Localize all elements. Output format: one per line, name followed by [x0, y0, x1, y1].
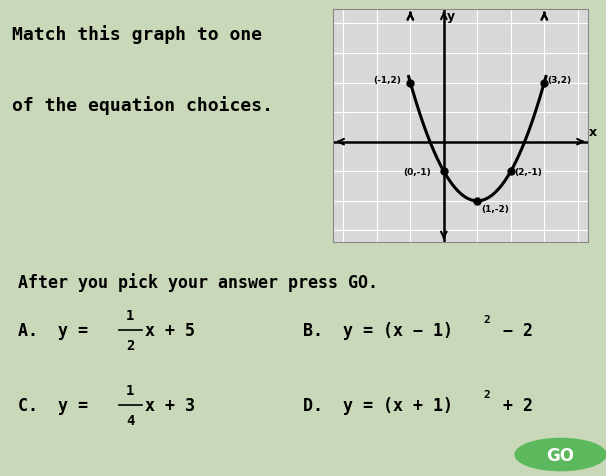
Text: x: x	[588, 126, 597, 139]
Text: After you pick your answer press GO.: After you pick your answer press GO.	[18, 272, 378, 291]
Text: − 2: − 2	[493, 321, 533, 339]
Text: x + 5: x + 5	[145, 321, 196, 339]
Text: x + 3: x + 3	[145, 397, 196, 414]
Text: 1: 1	[126, 383, 135, 397]
Text: A.  y =: A. y =	[18, 321, 98, 339]
Text: (1,-2): (1,-2)	[481, 204, 509, 213]
Text: y: y	[447, 10, 455, 23]
Text: 4: 4	[126, 413, 135, 427]
Text: 2: 2	[484, 315, 490, 325]
Text: 2: 2	[484, 390, 490, 399]
Text: 1: 1	[126, 308, 135, 322]
Text: GO: GO	[547, 446, 574, 464]
Text: + 2: + 2	[493, 397, 533, 414]
Text: B.  y = (x − 1): B. y = (x − 1)	[303, 321, 453, 339]
Text: (-1,2): (-1,2)	[373, 76, 401, 85]
Text: (0,-1): (0,-1)	[404, 168, 431, 177]
Text: D.  y = (x + 1): D. y = (x + 1)	[303, 397, 453, 414]
Text: (2,-1): (2,-1)	[514, 168, 542, 177]
Text: Match this graph to one: Match this graph to one	[12, 25, 262, 44]
Text: C.  y =: C. y =	[18, 397, 98, 414]
Text: 2: 2	[126, 338, 135, 352]
Circle shape	[515, 438, 606, 471]
Text: (3,2): (3,2)	[548, 76, 571, 85]
Text: of the equation choices.: of the equation choices.	[12, 96, 273, 115]
